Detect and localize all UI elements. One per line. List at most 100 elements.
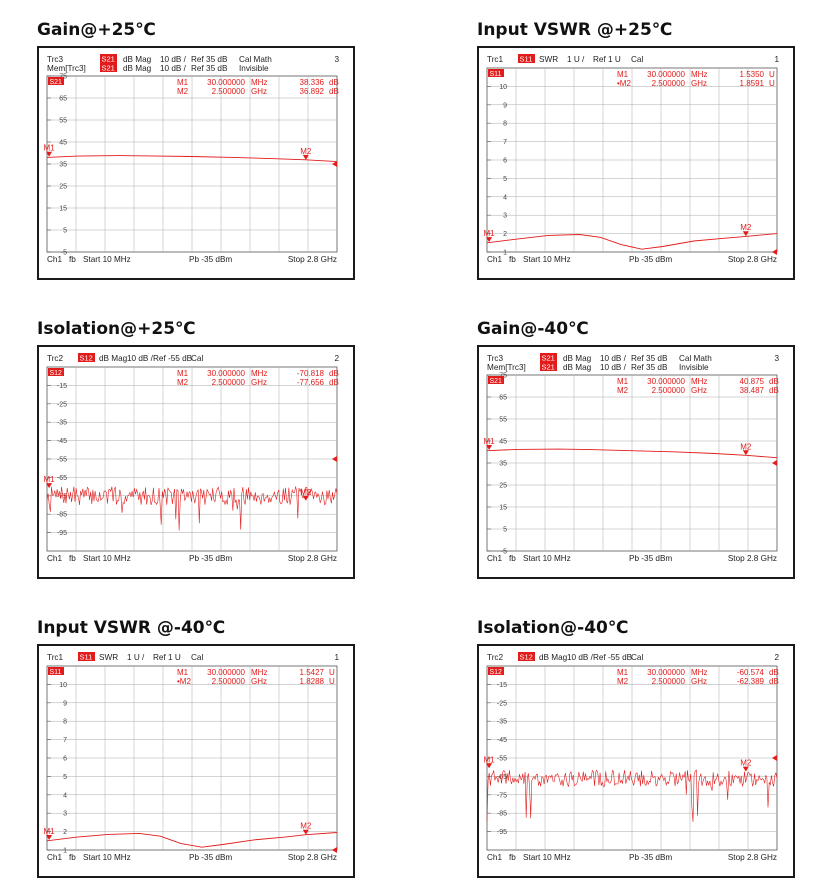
trace-tag-bg — [48, 77, 64, 85]
footer-text: Start 10 MHz — [523, 853, 571, 862]
tick-label: 9 — [63, 700, 67, 707]
trace-tag-bg — [48, 368, 64, 376]
param-tag: S21 — [102, 55, 115, 64]
header-text: 10 dB / — [600, 363, 627, 372]
marker-readout: dB — [329, 369, 339, 378]
marker-readout: •M2 — [177, 677, 191, 686]
panel-title: Input VSWR @-40℃ — [37, 618, 226, 638]
trace-tag: S11 — [50, 669, 62, 676]
marker-readout: M1 — [617, 668, 629, 677]
ref-arrow — [332, 161, 337, 167]
footer-text: Ch1 — [487, 554, 502, 563]
footer-text: fb — [69, 554, 76, 563]
header-text: Invisible — [239, 64, 269, 73]
header-text: Cal — [631, 55, 643, 64]
header-text: SWR — [99, 653, 118, 662]
tick-label: 6 — [503, 158, 507, 165]
tick-label: 7 — [503, 139, 507, 146]
footer-text: Pb -35 dBm — [189, 255, 232, 264]
header-text: dB Mag — [123, 55, 152, 64]
ref-arrow — [772, 460, 777, 466]
marker-triangle — [486, 763, 493, 769]
analyzer-screen: Trc1 S11 SWR 1 U / Ref 1 U Cal 1 10 9 8 7 6 5 4 3 2 1 S11… — [37, 644, 355, 878]
marker-readout: 1.8288 — [300, 677, 325, 686]
marker-triangle — [302, 829, 309, 835]
marker-readout: 1.5350 — [740, 70, 765, 79]
tick-label: -65 — [57, 475, 67, 482]
tick-label: -85 — [497, 811, 507, 818]
tick-label: 8 — [63, 719, 67, 726]
marker-readout: M2 — [617, 677, 629, 686]
header-text: 1 — [774, 55, 779, 64]
tick-label: 1 — [503, 250, 507, 257]
param-tag: S21 — [102, 64, 115, 73]
header-text: dB Mag — [539, 653, 568, 662]
marker-triangle — [742, 450, 749, 456]
marker-triangle — [302, 495, 309, 501]
marker-readout: M2 — [177, 87, 189, 96]
footer-text: Pb -35 dBm — [189, 853, 232, 862]
footer-text: fb — [69, 255, 76, 264]
tick-label: 15 — [59, 206, 67, 213]
tick-label: -5 — [501, 549, 507, 556]
header-text: Cal Math — [679, 354, 712, 363]
param-tag-bg — [518, 652, 535, 661]
marker-triangle — [486, 237, 493, 243]
tick-label: 8 — [503, 121, 507, 128]
param-tag: S11 — [520, 55, 533, 64]
marker-readout: U — [329, 668, 335, 677]
marker-readout: M1 — [177, 369, 189, 378]
trace-tag: S21 — [490, 378, 503, 385]
marker-readout: M2 — [177, 378, 189, 387]
marker-readout: -77.656 — [297, 378, 325, 387]
header-text: Ref 35 dB — [631, 363, 668, 372]
trace-tag-bg — [488, 69, 504, 77]
tick-label: 25 — [59, 184, 67, 191]
ref-arrow — [332, 456, 337, 462]
marker-readout: 2.500000 — [652, 386, 686, 395]
trace-tag-bg — [488, 376, 504, 384]
tick-label: 3 — [503, 213, 507, 220]
marker-label: M2 — [300, 488, 312, 497]
marker-readout: U — [769, 79, 775, 88]
param-tag-bg — [100, 63, 117, 72]
trace-line — [46, 155, 338, 163]
marker-readout: 1.8591 — [740, 79, 765, 88]
marker-readout: GHz — [691, 386, 707, 395]
marker-readout: 30.000000 — [207, 78, 245, 87]
header-text: Ref -55 dB — [593, 653, 633, 662]
marker-readout: MHz — [251, 668, 267, 677]
marker-triangle — [486, 445, 493, 451]
marker-readout: 30.000000 — [647, 668, 685, 677]
header-text: 3 — [774, 354, 779, 363]
marker-readout: MHz — [251, 369, 267, 378]
tick-label: 3 — [63, 811, 67, 818]
tick-label: -75 — [57, 493, 67, 500]
tick-label: -45 — [57, 438, 67, 445]
panel-title: Input VSWR @+25℃ — [477, 20, 673, 40]
header-text: Trc1 — [47, 653, 64, 662]
marker-readout: M1 — [617, 377, 629, 386]
header-text: 10 dB / — [160, 55, 187, 64]
marker-label: M1 — [484, 229, 496, 238]
header-text: dB Mag — [563, 354, 592, 363]
marker-label: M1 — [44, 144, 56, 153]
marker-readout: U — [769, 70, 775, 79]
trace-line — [46, 486, 338, 531]
marker-readout: U — [329, 677, 335, 686]
header-text: 2 — [334, 354, 339, 363]
header-text: Ref 35 dB — [631, 354, 668, 363]
tick-label: 9 — [503, 102, 507, 109]
header-text: 10 dB / — [600, 354, 627, 363]
footer-text: Stop 2.8 GHz — [728, 255, 777, 264]
header-text: 1 U / — [127, 653, 145, 662]
footer-text: Start 10 MHz — [83, 255, 131, 264]
footer-text: Stop 2.8 GHz — [288, 255, 337, 264]
header-text: 1 — [334, 653, 339, 662]
param-tag-bg — [78, 353, 95, 362]
analyzer-screen: Trc2 S12 dB Mag 10 dB / Ref -55 dB Cal 2 -15 -25… — [477, 644, 795, 878]
footer-text: fb — [509, 255, 516, 264]
panel-title: Gain@-40℃ — [477, 319, 589, 339]
tick-label: -75 — [497, 792, 507, 799]
param-tag: S11 — [80, 653, 93, 662]
